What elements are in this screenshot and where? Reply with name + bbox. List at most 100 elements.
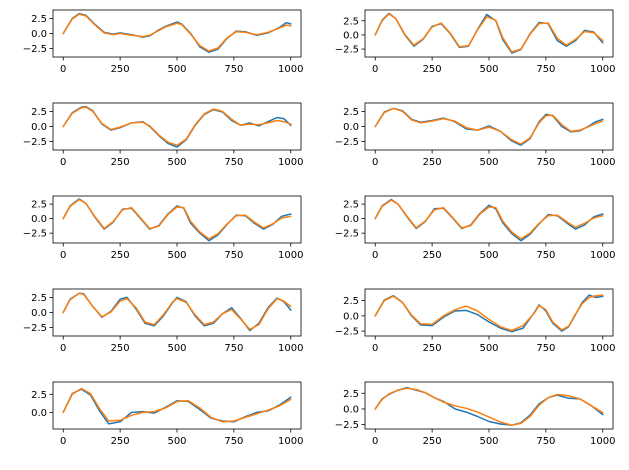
- x-tick-label: 750: [224, 343, 243, 354]
- subplot-10: 0 250 500 750 1000 2.5 0.0 −2.5: [335, 381, 615, 447]
- y-tick-label: 2.5: [31, 390, 47, 401]
- subplot-9: 0 250 500 750 1000 2.5 0.0: [31, 381, 303, 447]
- x-tick-label: 750: [536, 436, 555, 447]
- subplot-1: 0 250 500 750 1000 2.5 0.0 −2.5: [23, 9, 303, 75]
- y-tick-label: 2.5: [31, 293, 47, 304]
- x-tick-label: 0: [372, 343, 378, 354]
- subplot-3: 0 250 500 750 1000 2.5 0.0 −2.5: [23, 102, 303, 168]
- x-tick-label: 250: [423, 64, 442, 75]
- subplot-6: 0 250 500 750 1000 2.5 0.0 −2.5: [335, 195, 615, 261]
- x-tick-label: 750: [224, 157, 243, 168]
- axes-frame: [52, 195, 302, 244]
- x-tick-label: 1000: [590, 343, 615, 354]
- subplot-8: 0 250 500 750 1000 2.5 0.0 −2.5: [335, 288, 615, 354]
- x-tick-label: 250: [423, 250, 442, 261]
- x-tick-label: 0: [372, 157, 378, 168]
- y-tick-label: 0.0: [31, 308, 47, 319]
- axes-frame: [364, 288, 614, 337]
- x-tick-label: 250: [111, 436, 130, 447]
- y-tick-label: −2.5: [23, 137, 47, 148]
- y-tick-label: 0.0: [343, 31, 359, 42]
- y-tick-label: 0.0: [343, 405, 359, 416]
- x-tick-label: 0: [372, 250, 378, 261]
- y-tick-label: 0.0: [31, 214, 47, 225]
- x-tick-label: 500: [167, 157, 186, 168]
- x-tick-label: 500: [167, 343, 186, 354]
- y-tick-label: 0.0: [31, 408, 47, 419]
- subplot-2: 0 250 500 750 1000 2.5 0.0 −2.5: [335, 9, 615, 75]
- x-tick-label: 500: [167, 436, 186, 447]
- x-tick-label: 500: [479, 250, 498, 261]
- x-tick-label: 750: [536, 157, 555, 168]
- x-tick-label: 750: [536, 343, 555, 354]
- y-tick-label: 2.5: [31, 200, 47, 211]
- y-tick-label: −2.5: [335, 229, 359, 240]
- x-tick-label: 250: [423, 343, 442, 354]
- series-line-orange: [62, 198, 292, 240]
- x-tick-label: 500: [479, 64, 498, 75]
- x-tick-label: 750: [536, 64, 555, 75]
- subplot-5: 0 250 500 750 1000 2.5 0.0 −2.5: [23, 195, 303, 261]
- x-tick-label: 250: [111, 64, 130, 75]
- y-tick-label: 0.0: [343, 311, 359, 322]
- x-tick-label: 1000: [278, 64, 303, 75]
- series-line-orange: [62, 13, 292, 52]
- series-line-orange: [62, 106, 292, 146]
- x-tick-label: 1000: [278, 250, 303, 261]
- y-tick-label: 2.5: [343, 107, 359, 118]
- x-tick-label: 750: [224, 250, 243, 261]
- subplot-4: 0 250 500 750 1000 2.5 0.0 −2.5: [335, 102, 615, 168]
- y-tick-label: 0.0: [31, 29, 47, 40]
- x-tick-label: 750: [536, 250, 555, 261]
- x-tick-label: 500: [479, 343, 498, 354]
- y-tick-label: 0.0: [343, 214, 359, 225]
- series-line-orange: [374, 13, 604, 53]
- x-tick-label: 0: [60, 64, 66, 75]
- x-tick-label: 250: [111, 343, 130, 354]
- x-tick-label: 1000: [590, 436, 615, 447]
- x-tick-label: 250: [111, 250, 130, 261]
- y-tick-label: −2.5: [23, 229, 47, 240]
- y-tick-label: 2.5: [343, 296, 359, 307]
- y-tick-label: 2.5: [31, 107, 47, 118]
- y-tick-label: 2.5: [343, 200, 359, 211]
- y-tick-label: −2.5: [335, 137, 359, 148]
- x-tick-label: 500: [479, 436, 498, 447]
- x-tick-label: 1000: [590, 250, 615, 261]
- x-tick-label: 750: [224, 436, 243, 447]
- y-tick-label: 0.0: [31, 122, 47, 133]
- subplot-grid: 0 250 500 750 1000 2.5 0.0 −2.5 0 250 500 750 1000 2.…: [23, 9, 615, 447]
- y-tick-label: −2.5: [335, 45, 359, 56]
- axes-frame: [52, 381, 302, 430]
- x-tick-label: 0: [372, 436, 378, 447]
- x-tick-label: 0: [372, 64, 378, 75]
- x-tick-label: 0: [60, 343, 66, 354]
- x-tick-label: 0: [60, 157, 66, 168]
- series-line-orange: [62, 292, 292, 331]
- subplot-7: 0 250 500 750 1000 2.5 0.0 −2.5: [23, 288, 303, 354]
- y-tick-label: −2.5: [23, 44, 47, 55]
- y-tick-label: 2.5: [343, 16, 359, 27]
- x-tick-label: 250: [423, 436, 442, 447]
- series-line-orange: [374, 199, 604, 240]
- series-line-orange: [374, 387, 604, 426]
- y-tick-label: 2.5: [31, 14, 47, 25]
- series-line-orange: [374, 107, 604, 145]
- x-tick-label: 250: [423, 157, 442, 168]
- x-tick-label: 0: [60, 250, 66, 261]
- x-tick-label: 250: [111, 157, 130, 168]
- axes-frame: [52, 102, 302, 151]
- x-tick-label: 0: [60, 436, 66, 447]
- y-tick-label: 0.0: [343, 122, 359, 133]
- series-line-orange: [62, 387, 292, 423]
- x-tick-label: 500: [479, 157, 498, 168]
- x-tick-label: 1000: [278, 343, 303, 354]
- y-tick-label: 2.5: [343, 389, 359, 400]
- y-tick-label: −2.5: [23, 323, 47, 334]
- x-tick-label: 1000: [590, 64, 615, 75]
- x-tick-label: 750: [224, 64, 243, 75]
- axes-frame: [52, 288, 302, 337]
- y-tick-label: −2.5: [335, 420, 359, 431]
- axes-frame: [364, 195, 614, 244]
